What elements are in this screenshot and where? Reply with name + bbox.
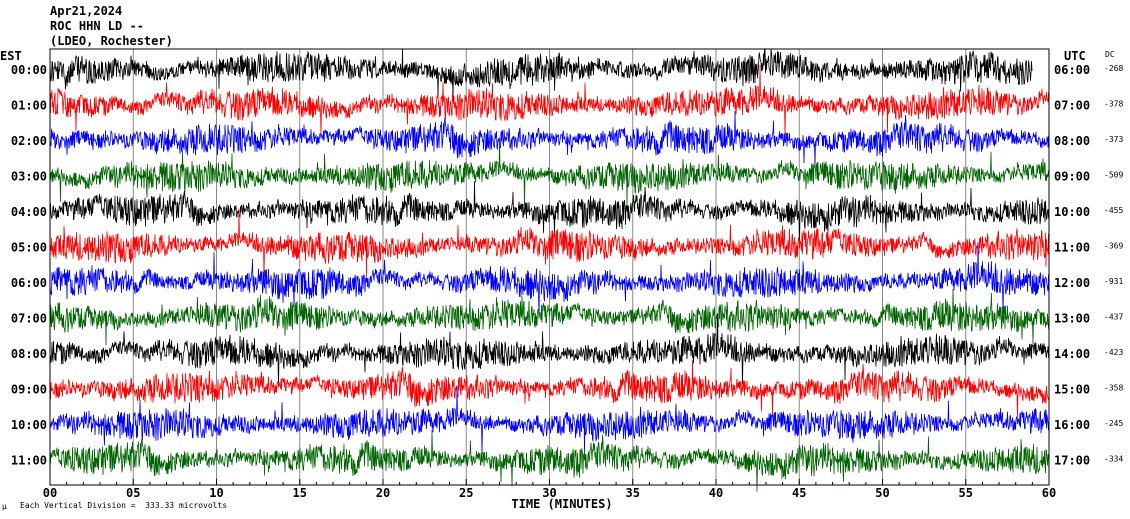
dc-value: -423 — [1104, 348, 1123, 357]
trace-row-0800 — [49, 313, 1050, 386]
scale-note: Each Vertical Division = 333.33 microvol… — [20, 501, 227, 510]
dc-value: -369 — [1104, 242, 1123, 251]
dc-value: -358 — [1104, 384, 1123, 393]
x-tick-label: 50 — [875, 486, 889, 500]
x-tick-label: 45 — [792, 486, 806, 500]
trace-row-0300 — [49, 137, 1050, 207]
x-tick-label: 00 — [43, 486, 57, 500]
utc-row-label: 08:00 — [1054, 134, 1090, 148]
x-tick-label: 60 — [1042, 486, 1056, 500]
dc-value: -268 — [1104, 64, 1123, 73]
trace-row-0100 — [49, 65, 1050, 136]
x-tick-label: 25 — [459, 486, 473, 500]
utc-row-label: 10:00 — [1054, 205, 1090, 219]
x-tick-label: 35 — [626, 486, 640, 500]
utc-row-label: 09:00 — [1054, 170, 1090, 184]
utc-row-label: 14:00 — [1054, 347, 1090, 361]
mu-icon: μ — [2, 502, 7, 511]
utc-row-label: 07:00 — [1054, 99, 1090, 113]
est-row-label: 02:00 — [11, 134, 47, 148]
traces — [49, 47, 1050, 492]
est-row-label: 04:00 — [11, 205, 47, 219]
est-row-label: 01:00 — [11, 99, 47, 113]
trace-row-0500 — [49, 208, 1050, 278]
utc-row-label: 16:00 — [1054, 418, 1090, 432]
dc-value: -245 — [1104, 419, 1123, 428]
est-row-label: 07:00 — [11, 312, 47, 326]
utc-row-label: 11:00 — [1054, 241, 1090, 255]
x-tick-label: 30 — [542, 486, 556, 500]
utc-label: UTC — [1064, 49, 1086, 63]
x-axis-label: TIME (MINUTES) — [511, 497, 612, 511]
est-row-label: 08:00 — [11, 347, 47, 361]
x-tick-label: 40 — [709, 486, 723, 500]
trace-row-0400 — [49, 181, 1050, 245]
trace-row-0600 — [49, 242, 1050, 318]
utc-row-label: 06:00 — [1054, 63, 1090, 77]
station-label: ROC HHN LD -- — [50, 19, 144, 33]
trace-row-0200 — [49, 110, 1050, 168]
x-tick-label: 55 — [959, 486, 973, 500]
trace-row-0900 — [49, 359, 1050, 417]
dc-value: -378 — [1104, 100, 1123, 109]
est-label: EST — [0, 49, 22, 63]
dc-value: -373 — [1104, 135, 1123, 144]
utc-row-label: 17:00 — [1054, 454, 1090, 468]
est-row-label: 11:00 — [11, 454, 47, 468]
trace-row-1100 — [49, 429, 1050, 492]
grid-lines — [132, 49, 967, 485]
utc-row-label: 12:00 — [1054, 276, 1090, 290]
trace-row-0000 — [49, 47, 1033, 101]
row-labels: 00:00 06:00 -268 01:00 07:00 -378 02:00 08:00 -3… — [11, 63, 1124, 468]
est-row-label: 03:00 — [11, 170, 47, 184]
network-label: (LDEO, Rochester) — [50, 34, 173, 48]
date-label: Apr21,2024 — [50, 4, 122, 18]
est-row-label: 00:00 — [11, 63, 47, 77]
dc-value: -437 — [1104, 313, 1123, 322]
est-row-label: 09:00 — [11, 383, 47, 397]
trace-row-1000 — [49, 385, 1050, 455]
dc-label: DC — [1105, 50, 1115, 59]
utc-row-label: 15:00 — [1054, 383, 1090, 397]
dc-value: -509 — [1104, 171, 1123, 180]
x-tick-label: 10 — [209, 486, 223, 500]
dc-value: -931 — [1104, 277, 1123, 286]
est-row-label: 10:00 — [11, 418, 47, 432]
x-tick-label: 15 — [293, 486, 307, 500]
x-tick-label: 05 — [126, 486, 140, 500]
dc-value: -334 — [1104, 455, 1123, 464]
x-ticks: 00 05 10 15 20 25 30 35 40 45 50 55 60 — [43, 479, 1056, 500]
est-row-label: 05:00 — [11, 241, 47, 255]
trace-row-0700 — [49, 288, 1050, 346]
dc-value: -455 — [1104, 206, 1123, 215]
x-tick-label: 20 — [376, 486, 390, 500]
utc-row-label: 13:00 — [1054, 312, 1090, 326]
est-row-label: 06:00 — [11, 276, 47, 290]
